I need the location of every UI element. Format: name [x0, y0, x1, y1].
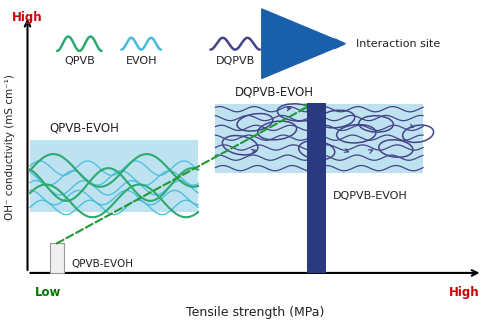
Text: High: High: [450, 286, 480, 299]
Bar: [30, 140, 198, 212]
Text: QPVB-EVOH: QPVB-EVOH: [71, 259, 133, 269]
Text: High: High: [12, 11, 43, 24]
Text: OH⁻ conductivity (mS cm⁻¹): OH⁻ conductivity (mS cm⁻¹): [4, 74, 15, 220]
Text: EVOH: EVOH: [126, 56, 157, 66]
Text: Low: Low: [35, 286, 62, 299]
Bar: [307, 103, 326, 273]
Text: DQPVB-EVOH: DQPVB-EVOH: [333, 191, 408, 201]
Text: DQPVB-EVOH: DQPVB-EVOH: [235, 85, 314, 98]
Bar: [216, 104, 423, 173]
Text: QPVB-EVOH: QPVB-EVOH: [50, 122, 119, 135]
Text: Interaction site: Interaction site: [356, 39, 440, 49]
Text: Tensile strength (MPa): Tensile strength (MPa): [186, 306, 324, 319]
Text: DQPVB: DQPVB: [216, 56, 255, 66]
Text: QPVB: QPVB: [64, 56, 95, 66]
Bar: [50, 243, 64, 273]
